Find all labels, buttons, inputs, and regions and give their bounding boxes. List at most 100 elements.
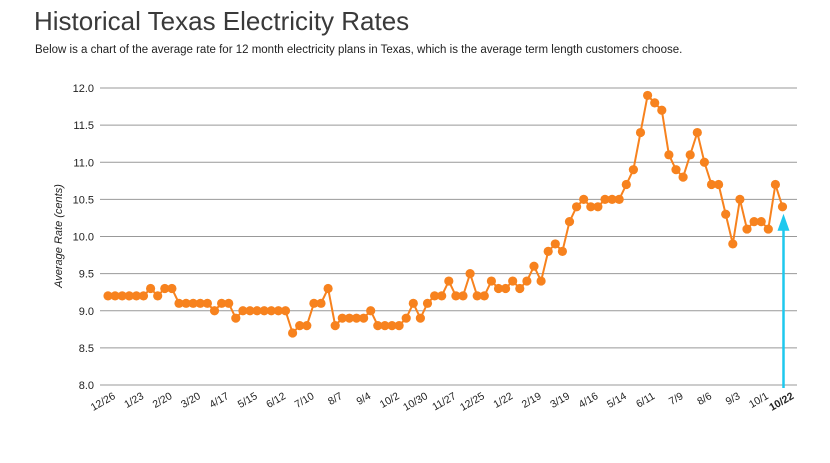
data-point: [295, 321, 305, 331]
x-tick-label: 6/12: [264, 390, 288, 411]
data-point: [273, 306, 283, 316]
x-tick-label: 2/19: [520, 390, 544, 411]
data-point: [394, 321, 404, 331]
data-point: [422, 298, 433, 308]
data-point: [415, 313, 425, 323]
y-tick-label: 12.0: [73, 83, 94, 95]
data-point: [217, 298, 227, 308]
arrow-head-icon: [777, 213, 790, 231]
data-point: [266, 306, 276, 316]
data-point: [195, 298, 205, 308]
data-point: [564, 217, 575, 227]
data-point: [188, 298, 198, 308]
data-point: [124, 291, 134, 301]
data-point: [543, 246, 553, 256]
data-point: [572, 202, 582, 212]
x-tick-label: 12/25: [458, 390, 487, 414]
x-tick-label: 7/10: [293, 390, 317, 411]
data-point: [181, 298, 191, 308]
data-point: [508, 276, 518, 286]
y-tick-label: 11.5: [73, 120, 94, 132]
data-point: [593, 202, 603, 212]
data-point: [692, 127, 702, 138]
x-tick-label: 10/1: [747, 390, 771, 411]
data-point: [202, 298, 212, 308]
data-point: [330, 321, 340, 331]
y-tick-label: 9.5: [79, 269, 94, 281]
page-title: Historical Texas Electricity Rates: [34, 6, 410, 36]
data-point: [728, 239, 738, 249]
page-subtitle: Below is a chart of the average rate for…: [35, 44, 683, 56]
data-point: [430, 291, 440, 301]
data-point: [451, 291, 461, 301]
y-tick-label: 9.0: [79, 306, 94, 318]
data-point: [529, 261, 539, 271]
data-point: [742, 224, 752, 234]
x-tick-label-last: 10/22: [767, 390, 796, 414]
y-tick-label: 8.5: [79, 343, 94, 355]
data-point: [735, 194, 745, 204]
data-point: [671, 165, 681, 175]
x-tick-label: 4/16: [577, 390, 601, 411]
data-point: [231, 313, 241, 323]
data-point: [721, 209, 731, 219]
x-tick-label: 7/9: [667, 390, 686, 408]
y-tick-label: 10.0: [73, 232, 94, 244]
data-point: [657, 105, 667, 115]
data-point: [444, 276, 454, 286]
data-point: [408, 298, 418, 308]
data-point: [458, 291, 468, 301]
data-point: [536, 276, 546, 286]
x-tick-label: 9/4: [354, 390, 373, 408]
data-point: [110, 291, 120, 301]
data-point: [302, 321, 312, 331]
x-tick-label: 4/17: [207, 390, 231, 411]
data-point: [146, 283, 156, 294]
data-point: [167, 283, 177, 294]
data-point: [323, 283, 333, 294]
data-point: [288, 328, 298, 338]
data-point: [472, 291, 482, 301]
data-point: [650, 98, 660, 108]
y-axis-label: Average Rate (cents): [53, 184, 65, 289]
data-point: [153, 291, 163, 301]
x-tick-label: 1/22: [491, 390, 515, 411]
data-point: [600, 194, 610, 204]
data-point: [117, 291, 127, 301]
data-point: [493, 283, 504, 294]
x-tick-label: 8/6: [695, 390, 714, 408]
data-point: [486, 276, 496, 286]
data-point: [699, 157, 710, 167]
x-tick-label: 10/30: [401, 390, 430, 414]
x-tick-label: 2/20: [151, 390, 175, 411]
data-point: [209, 306, 220, 316]
x-tick-label: 9/3: [724, 390, 743, 408]
data-point: [359, 313, 369, 323]
data-point: [522, 276, 532, 286]
data-point: [224, 298, 234, 308]
data-point: [621, 179, 631, 190]
x-tick-label: 8/7: [326, 390, 345, 408]
data-point: [607, 194, 617, 204]
data-point: [344, 313, 354, 323]
data-point: [777, 202, 788, 212]
data-point: [714, 179, 724, 190]
x-tick-label: 6/11: [634, 390, 657, 410]
data-point: [245, 306, 255, 316]
data-point: [138, 291, 149, 301]
data-point: [465, 269, 475, 279]
x-tick-label: 3/19: [548, 390, 572, 411]
data-point: [643, 90, 653, 101]
data-point: [238, 306, 248, 316]
data-point: [763, 224, 773, 234]
y-tick-label: 11.0: [73, 157, 94, 169]
data-point: [579, 194, 589, 204]
data-point: [685, 150, 695, 160]
data-point: [770, 179, 781, 190]
data-point: [160, 283, 170, 294]
data-point: [309, 298, 319, 308]
data-point: [401, 313, 411, 323]
data-point: [437, 291, 447, 301]
data-point: [664, 150, 674, 160]
